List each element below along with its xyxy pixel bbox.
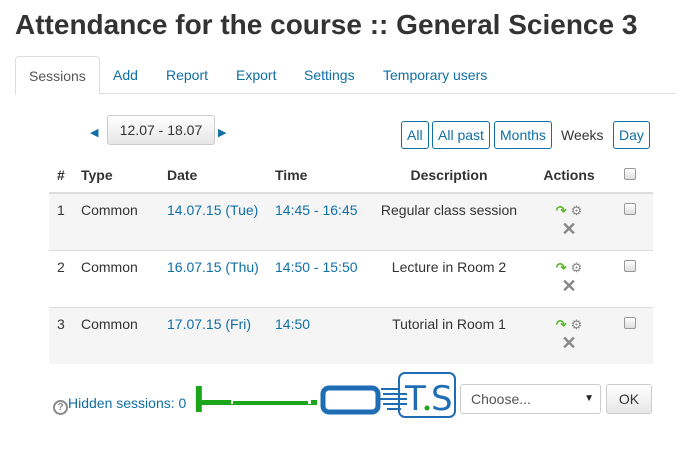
col-time: Time <box>267 157 367 194</box>
tab-settings[interactable]: Settings <box>304 67 355 83</box>
session-time-link[interactable]: 14:50 <box>275 315 311 332</box>
session-date-link[interactable]: 17.07.15 (Fri) <box>167 315 252 332</box>
ok-button[interactable]: OK <box>606 384 652 414</box>
tab-add[interactable]: Add <box>113 67 138 83</box>
session-type: Common <box>73 306 159 364</box>
session-description: Regular class session <box>367 192 531 250</box>
row-checkbox[interactable] <box>624 259 636 272</box>
svg-text:S: S <box>431 379 453 419</box>
table-row: 2 Common 16.07.15 (Thu) 14:50 - 15:50 Le… <box>49 249 653 307</box>
bulk-action-select[interactable]: Choose... ▼ <box>460 384 601 414</box>
tab-temporary-users[interactable]: Temporary users <box>383 67 488 83</box>
col-type: Type <box>73 157 159 194</box>
help-icon[interactable]: ? <box>53 400 68 415</box>
row-checkbox[interactable] <box>624 203 636 215</box>
session-description: Tutorial in Room 1 <box>367 306 531 364</box>
col-actions: Actions <box>531 157 607 194</box>
hidden-sessions-link[interactable]: Hidden sessions: 0 <box>68 395 187 411</box>
hidden-sessions[interactable]: ? Hidden sessions: 0 <box>53 395 186 415</box>
caret-down-icon: ▼ <box>584 393 594 404</box>
table-row: 1 Common 14.07.15 (Tue) 14:45 - 16:45 Re… <box>49 192 653 250</box>
tab-bar: Sessions Add Report Export Settings Temp… <box>15 56 676 95</box>
session-num: 2 <box>49 249 73 307</box>
tab-export[interactable]: Export <box>236 67 277 83</box>
table-row: 3 Common 17.07.15 (Fri) 14:50 Tutorial i… <box>49 306 653 364</box>
col-description: Description <box>367 157 531 194</box>
take-attendance-icon[interactable]: ↷ <box>555 203 567 218</box>
gear-icon[interactable]: ⚙ <box>570 203 583 218</box>
gear-icon[interactable]: ⚙ <box>570 316 583 332</box>
tab-report[interactable]: Report <box>166 67 209 83</box>
take-attendance-icon[interactable]: ↷ <box>555 259 567 275</box>
view-weeks-current: Weeks <box>561 127 604 143</box>
view-months-button[interactable]: Months <box>494 121 552 149</box>
gear-icon[interactable]: ⚙ <box>570 259 583 275</box>
session-type: Common <box>73 192 159 250</box>
delete-icon[interactable]: ✕ <box>561 332 577 353</box>
take-attendance-icon[interactable]: ↷ <box>555 316 567 332</box>
watermark-logo: ا T S <box>193 372 456 420</box>
session-date-link[interactable]: 16.07.15 (Thu) <box>167 258 259 275</box>
delete-icon[interactable]: ✕ <box>561 275 577 296</box>
prev-week-icon[interactable]: ◀ <box>90 127 99 139</box>
col-num: # <box>49 157 73 194</box>
tab-sessions[interactable]: Sessions <box>15 56 100 95</box>
row-checkbox[interactable] <box>624 316 636 329</box>
select-all-checkbox[interactable] <box>624 167 636 180</box>
sessions-table: # Type Date Time Description Actions 1 C… <box>49 157 653 364</box>
session-date-link[interactable]: 14.07.15 (Tue) <box>167 202 259 218</box>
svg-text:T: T <box>404 379 426 419</box>
session-time-link[interactable]: 14:50 - 15:50 <box>275 258 358 275</box>
page-title: Attendance for the course :: General Sci… <box>15 9 638 40</box>
session-time-link[interactable]: 14:45 - 16:45 <box>275 202 358 218</box>
next-week-icon[interactable]: ▶ <box>218 127 227 139</box>
select-value: Choose... <box>471 391 531 407</box>
col-date: Date <box>159 157 267 194</box>
session-num: 1 <box>49 192 73 250</box>
view-all-button[interactable]: All <box>401 121 429 149</box>
view-day-button[interactable]: Day <box>613 121 650 149</box>
date-range-button[interactable]: 12.07 - 18.07 <box>107 115 215 145</box>
session-type: Common <box>73 249 159 307</box>
session-num: 3 <box>49 306 73 364</box>
delete-icon[interactable]: ✕ <box>561 219 577 239</box>
view-all-past-button[interactable]: All past <box>432 121 490 149</box>
session-description: Lecture in Room 2 <box>367 249 531 307</box>
